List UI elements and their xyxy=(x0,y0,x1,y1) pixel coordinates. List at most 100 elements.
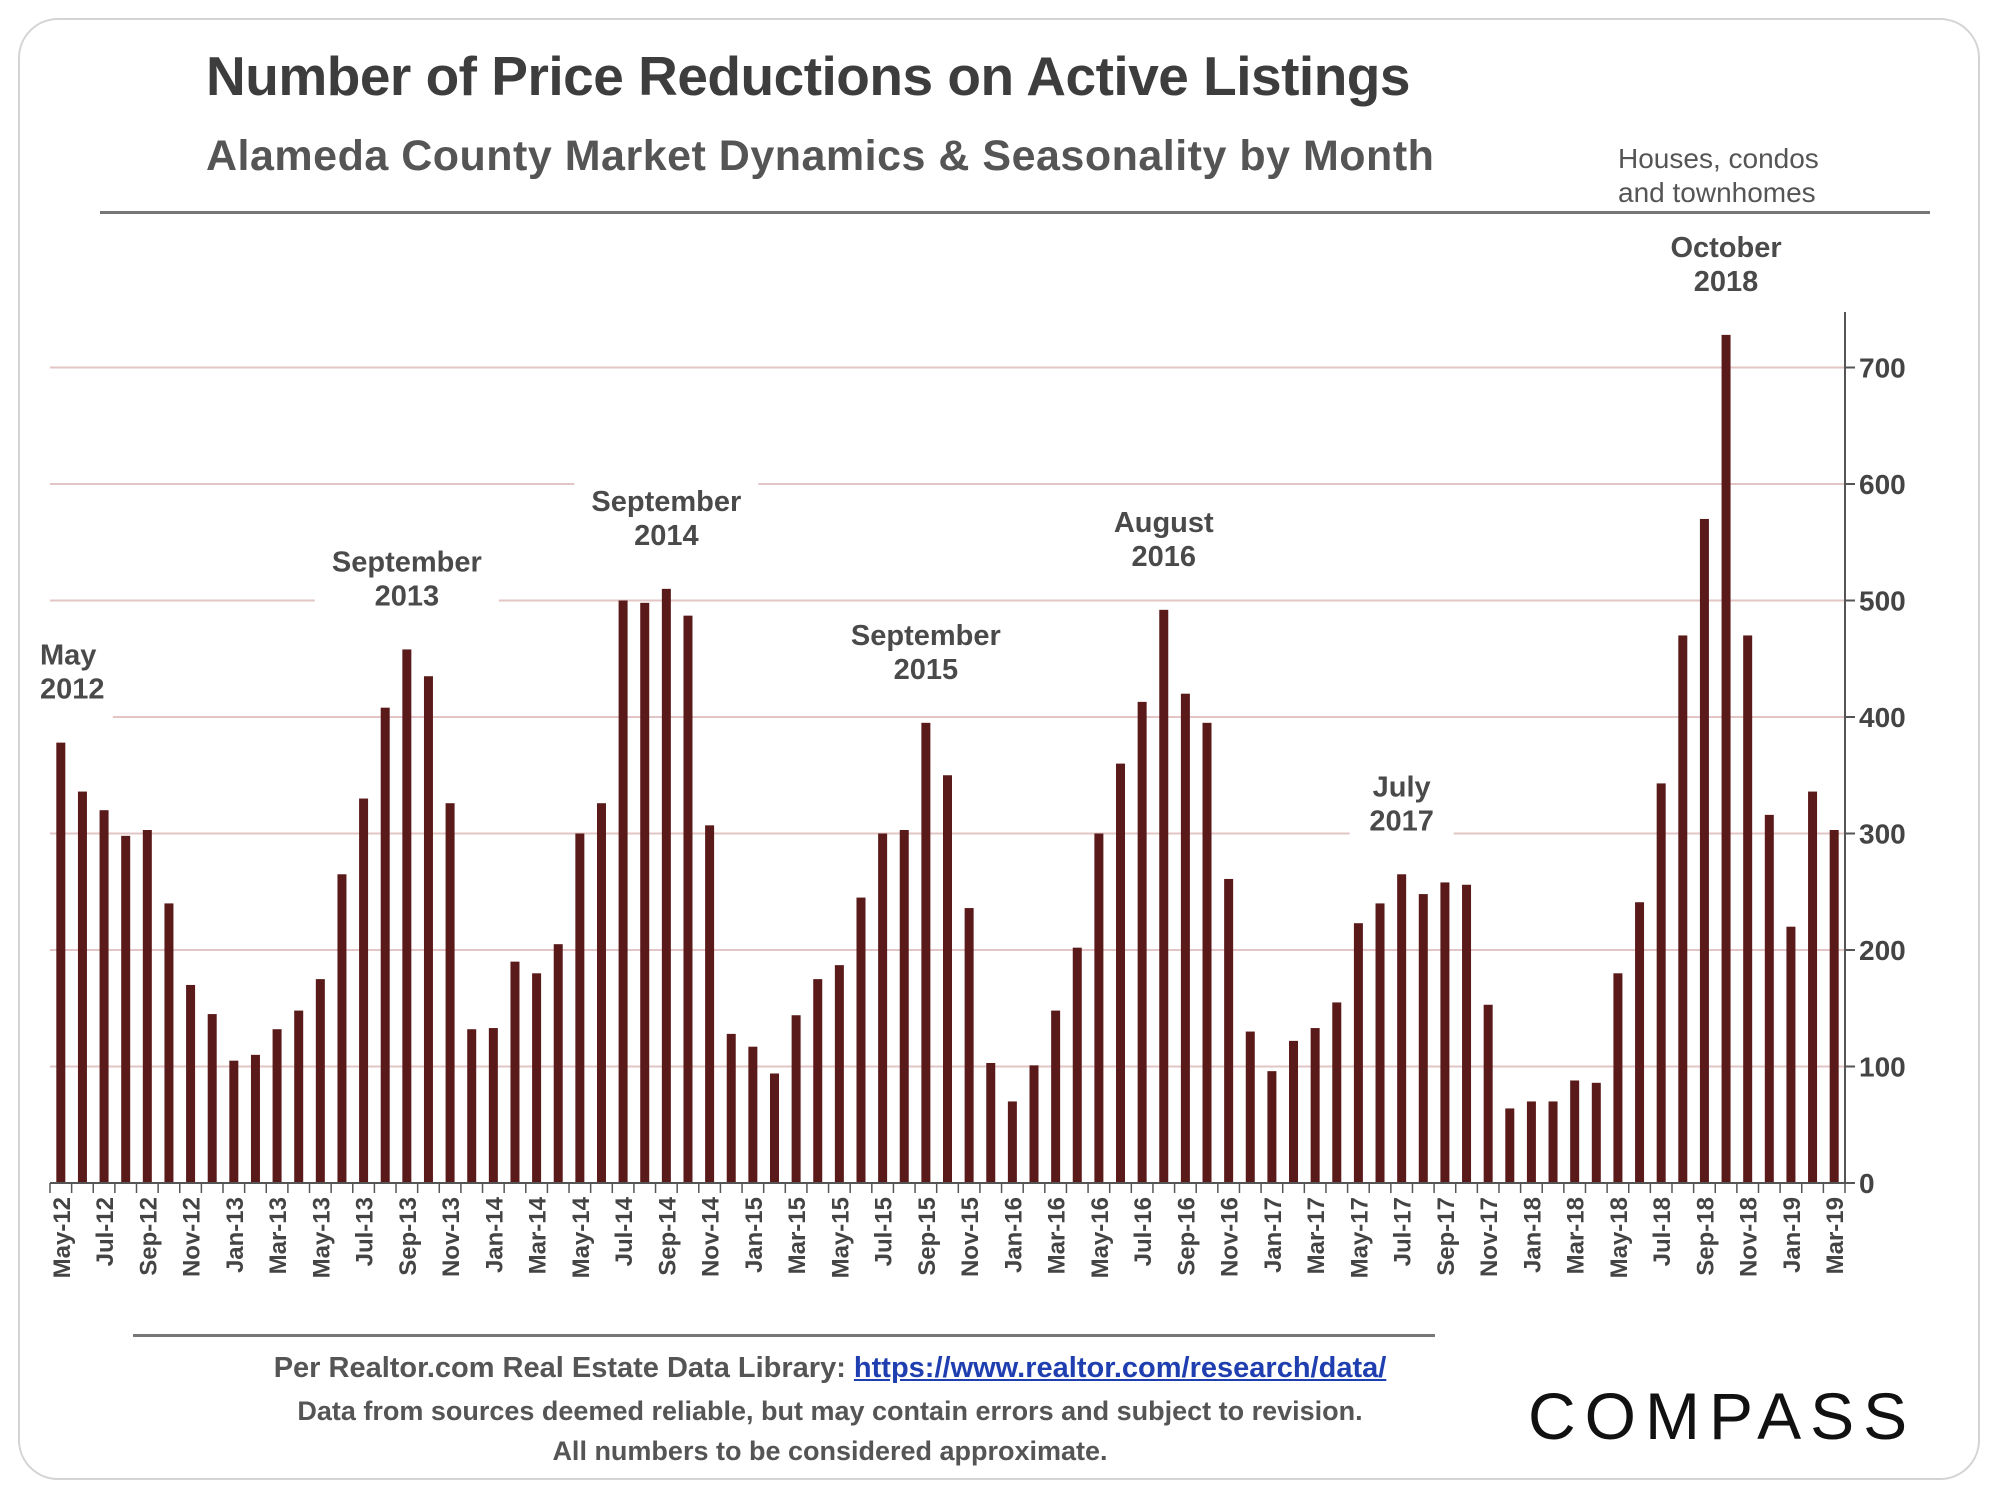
annotation-Sep-15-line1: September xyxy=(851,620,1001,652)
bar-May-12 xyxy=(56,742,66,1183)
x-tick-label-Sep-15: Sep-15 xyxy=(914,1197,941,1276)
bar-Mar-17 xyxy=(1310,1028,1320,1183)
x-tick-label-Jan-14: Jan-14 xyxy=(481,1196,508,1273)
y-tick-label-0: 0 xyxy=(1859,1168,1875,1199)
annotation-Jul-17-line1: July xyxy=(1373,771,1431,803)
bar-Jun-14 xyxy=(596,803,606,1183)
bar-Feb-18 xyxy=(1548,1101,1558,1183)
annotation-May-12-line1: May xyxy=(40,640,96,672)
x-tick-label-Nov-18: Nov-18 xyxy=(1736,1197,1763,1277)
x-tick-label-Mar-18: Mar-18 xyxy=(1563,1197,1590,1274)
x-tick-label-May-13: May-13 xyxy=(308,1197,335,1278)
housing-type-note: Houses, condos and townhomes xyxy=(1618,142,1858,210)
bar-Feb-15 xyxy=(769,1073,779,1183)
bar-Oct-14 xyxy=(683,615,693,1183)
x-tick-label-May-15: May-15 xyxy=(827,1197,854,1278)
bar-May-13 xyxy=(315,979,325,1183)
x-tick-label-Sep-16: Sep-16 xyxy=(1173,1197,1200,1276)
bar-Feb-13 xyxy=(250,1054,260,1183)
bar-Sep-18 xyxy=(1699,518,1709,1183)
bar-Feb-14 xyxy=(510,961,520,1183)
bar-Feb-19 xyxy=(1808,791,1818,1183)
note-line-1: Houses, condos xyxy=(1618,143,1819,174)
bar-Nov-14 xyxy=(705,825,715,1183)
bar-Apr-15 xyxy=(813,979,823,1183)
x-tick-label-Jul-18: Jul-18 xyxy=(1649,1197,1676,1266)
x-tick-label-Nov-15: Nov-15 xyxy=(957,1197,984,1277)
bar-Mar-15 xyxy=(791,1015,801,1183)
annotation-Sep-13-line1: September xyxy=(332,546,482,578)
x-tick-label-Jul-16: Jul-16 xyxy=(1130,1197,1157,1266)
bar-Jul-16 xyxy=(1137,701,1147,1183)
bar-Nov-13 xyxy=(445,803,455,1183)
x-tick-label-Mar-17: Mar-17 xyxy=(1303,1197,1330,1274)
x-tick-label-Sep-14: Sep-14 xyxy=(654,1196,681,1275)
annotation-Jul-17-line2: 2017 xyxy=(1369,805,1434,837)
bar-Sep-13 xyxy=(402,649,412,1183)
source-link[interactable]: https://www.realtor.com/research/data/ xyxy=(853,1352,1387,1384)
bar-Mar-19 xyxy=(1829,830,1839,1183)
chart-title: Number of Price Reductions on Active Lis… xyxy=(206,45,1411,107)
bar-Aug-18 xyxy=(1678,635,1688,1183)
bar-Dec-14 xyxy=(726,1033,736,1183)
bar-Jun-15 xyxy=(856,897,866,1183)
source-prefix: Per Realtor.com Real Estate Data Library… xyxy=(273,1352,854,1384)
bar-Aug-17 xyxy=(1418,894,1428,1183)
bar-Jun-17 xyxy=(1375,903,1385,1183)
bar-Jul-17 xyxy=(1397,874,1407,1183)
header-rule xyxy=(100,211,1930,214)
bar-Feb-17 xyxy=(1289,1040,1299,1183)
x-tick-label-May-17: May-17 xyxy=(1346,1197,1373,1278)
bar-Oct-18 xyxy=(1721,334,1731,1183)
x-tick-label-Jul-17: Jul-17 xyxy=(1390,1197,1417,1266)
bar-Oct-17 xyxy=(1462,884,1472,1183)
bar-Dec-12 xyxy=(207,1014,217,1183)
x-tick-label-Jan-18: Jan-18 xyxy=(1519,1197,1546,1273)
bar-Dec-17 xyxy=(1505,1108,1515,1183)
bar-Mar-13 xyxy=(272,1029,282,1183)
bar-Jul-14 xyxy=(618,600,628,1183)
x-tick-label-Mar-15: Mar-15 xyxy=(784,1197,811,1274)
bar-Jan-18 xyxy=(1526,1101,1536,1183)
annotation-Sep-14-line1: September xyxy=(591,486,741,518)
x-tick-label-Jul-12: Jul-12 xyxy=(92,1197,119,1266)
x-tick-label-Jan-15: Jan-15 xyxy=(741,1197,768,1273)
bar-Feb-16 xyxy=(1029,1065,1039,1183)
x-tick-label-Jan-19: Jan-19 xyxy=(1779,1197,1806,1273)
y-tick-label-700: 700 xyxy=(1859,353,1906,384)
bar-May-14 xyxy=(575,833,585,1183)
x-tick-label-May-16: May-16 xyxy=(1087,1197,1114,1278)
annotation-Sep-15-line2: 2015 xyxy=(894,654,959,686)
bar-Aug-16 xyxy=(1159,609,1169,1183)
bar-Dec-13 xyxy=(467,1029,477,1183)
x-tick-label-May-14: May-14 xyxy=(568,1196,595,1278)
bar-Sep-12 xyxy=(142,830,152,1183)
bar-chart: 0 100 200 300 400 500 600 700 May-12 Jul-12 Sep-12… xyxy=(40,232,1906,1278)
bar-Nov-12 xyxy=(186,984,196,1183)
x-tick-label-Mar-14: Mar-14 xyxy=(525,1196,552,1274)
x-tick-label-Nov-17: Nov-17 xyxy=(1476,1197,1503,1277)
bar-Sep-14 xyxy=(661,588,671,1183)
bar-Oct-13 xyxy=(423,676,433,1183)
annotation-Aug-16-line2: 2016 xyxy=(1132,541,1197,573)
y-tick-label-600: 600 xyxy=(1859,469,1906,500)
bar-Jan-15 xyxy=(748,1046,758,1183)
bar-Apr-13 xyxy=(294,1010,304,1183)
bar-Sep-17 xyxy=(1440,882,1450,1183)
bar-Apr-14 xyxy=(553,944,563,1183)
bar-Jan-14 xyxy=(488,1028,498,1183)
bar-Nov-15 xyxy=(964,908,974,1183)
x-tick-label-Sep-13: Sep-13 xyxy=(395,1197,422,1276)
bar-Apr-18 xyxy=(1591,1082,1601,1183)
bar-Mar-18 xyxy=(1570,1080,1580,1183)
bar-Jul-13 xyxy=(359,798,369,1183)
bar-Aug-12 xyxy=(121,835,131,1183)
note-line-2: and townhomes xyxy=(1618,177,1816,208)
bar-May-17 xyxy=(1353,923,1363,1183)
bar-Apr-17 xyxy=(1332,1002,1342,1183)
x-tick-label-Jan-13: Jan-13 xyxy=(222,1197,249,1273)
bar-Jan-19 xyxy=(1786,926,1796,1183)
y-tick-label-300: 300 xyxy=(1859,819,1906,850)
y-tick-label-200: 200 xyxy=(1859,935,1906,966)
bar-Sep-16 xyxy=(1180,693,1190,1183)
